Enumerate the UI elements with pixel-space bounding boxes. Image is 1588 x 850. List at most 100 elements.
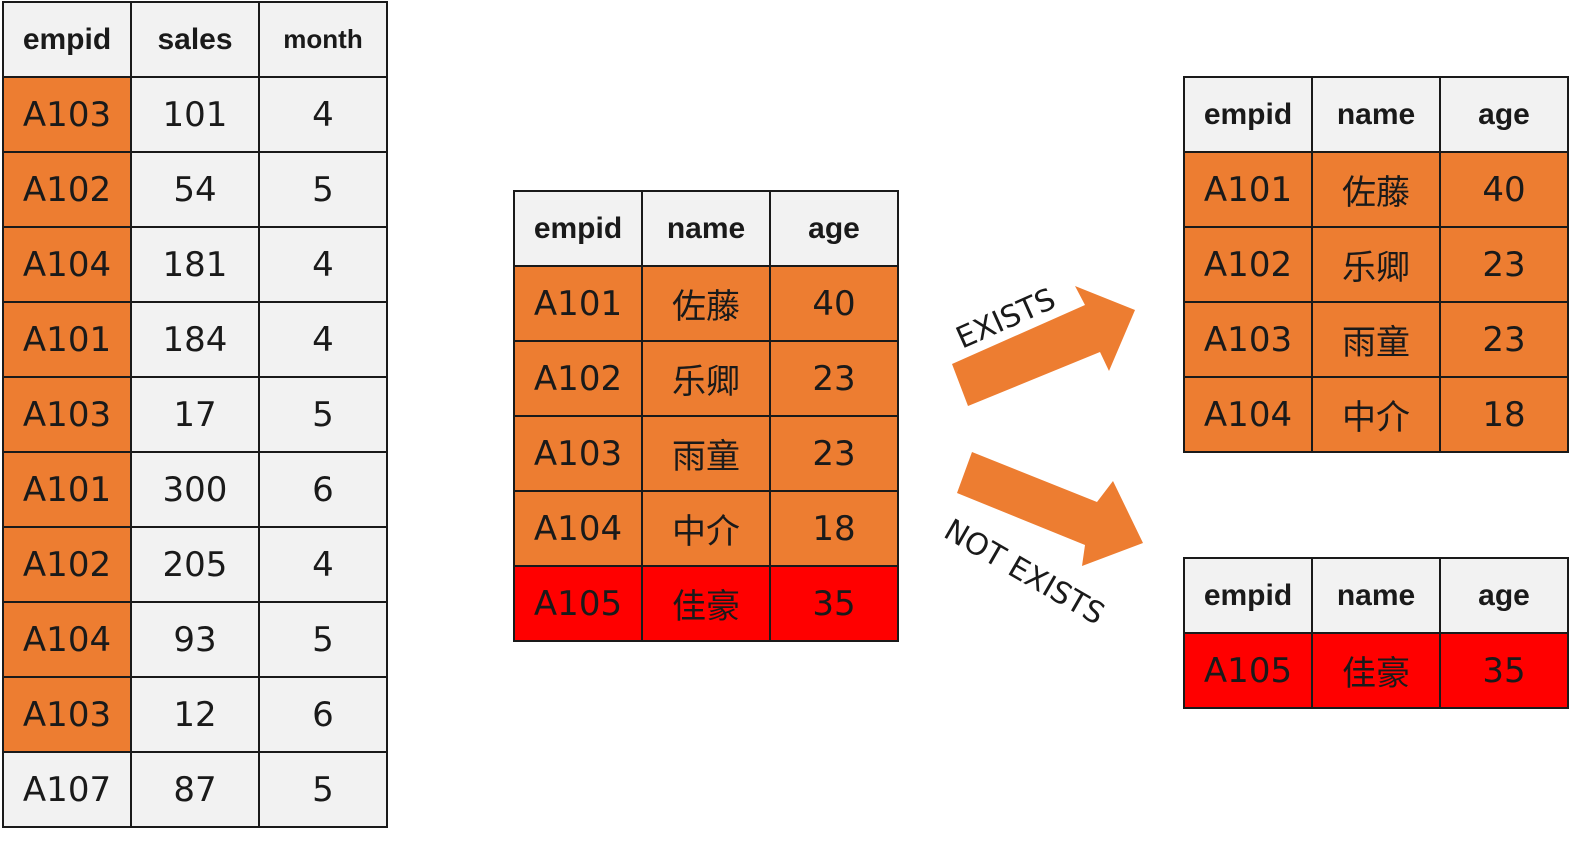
- exists-row: A101 佐藤 40: [1183, 151, 1569, 228]
- employee-cell-age: 23: [769, 415, 899, 492]
- exists-header-row: empid name age: [1183, 76, 1569, 153]
- sales-cell-month: 5: [258, 601, 388, 678]
- employee-cell-name: 佐藤: [641, 265, 771, 342]
- sales-cell-empid: A104: [2, 226, 132, 303]
- sales-row: A101 300 6: [2, 451, 388, 528]
- sales-header-row: empid sales month: [2, 1, 388, 78]
- exists-row: A104 中介 18: [1183, 376, 1569, 453]
- employee-header-row: empid name age: [513, 190, 899, 267]
- sales-row: A104 181 4: [2, 226, 388, 303]
- employee-cell-age: 40: [769, 265, 899, 342]
- employee-cell-empid: A103: [513, 415, 643, 492]
- exists-cell-age: 40: [1439, 151, 1569, 228]
- exists-header-empid: empid: [1183, 76, 1313, 153]
- not-exists-cell-empid: A105: [1183, 632, 1313, 709]
- not-exists-header-name: name: [1311, 557, 1441, 634]
- sales-row: A101 184 4: [2, 301, 388, 378]
- sales-cell-month: 4: [258, 226, 388, 303]
- sales-cell-sales: 54: [130, 151, 260, 228]
- sales-cell-month: 5: [258, 151, 388, 228]
- not-exists-row: A105 佳豪 35: [1183, 632, 1569, 709]
- exists-row: A102 乐卿 23: [1183, 226, 1569, 303]
- exists-cell-empid: A101: [1183, 151, 1313, 228]
- sales-row: A107 87 5: [2, 751, 388, 828]
- sales-cell-empid: A101: [2, 301, 132, 378]
- exists-cell-age: 23: [1439, 301, 1569, 378]
- employee-header-age: age: [769, 190, 899, 267]
- sales-cell-sales: 181: [130, 226, 260, 303]
- not-exists-header-row: empid name age: [1183, 557, 1569, 634]
- employee-cell-age: 35: [769, 565, 899, 642]
- sales-row: A102 54 5: [2, 151, 388, 228]
- not-exists-arrow-shape: [957, 452, 1143, 566]
- sales-cell-empid: A102: [2, 526, 132, 603]
- not-exists-header-empid: empid: [1183, 557, 1313, 634]
- sales-cell-empid: A103: [2, 76, 132, 153]
- exists-cell-age: 18: [1439, 376, 1569, 453]
- sales-header-month: month: [258, 1, 388, 78]
- exists-header-age: age: [1439, 76, 1569, 153]
- not-exists-header-age: age: [1439, 557, 1569, 634]
- sales-cell-sales: 101: [130, 76, 260, 153]
- sales-cell-empid: A102: [2, 151, 132, 228]
- employee-cell-name: 乐卿: [641, 340, 771, 417]
- sales-cell-month: 4: [258, 76, 388, 153]
- sales-cell-empid: A101: [2, 451, 132, 528]
- employee-cell-name: 佳豪: [641, 565, 771, 642]
- sales-header-empid: empid: [2, 1, 132, 78]
- employee-cell-name: 中介: [641, 490, 771, 567]
- sales-cell-month: 6: [258, 451, 388, 528]
- exists-label: EXISTS: [951, 282, 1061, 357]
- sales-cell-sales: 87: [130, 751, 260, 828]
- sales-row: A104 93 5: [2, 601, 388, 678]
- sales-row: A102 205 4: [2, 526, 388, 603]
- employee-table: empid name age A101 佐藤 40 A102 乐卿 23 A10…: [513, 190, 899, 642]
- sales-cell-month: 5: [258, 376, 388, 453]
- not-exists-label: NOT EXISTS: [938, 513, 1110, 633]
- employee-header-empid: empid: [513, 190, 643, 267]
- sales-row: A103 12 6: [2, 676, 388, 753]
- sales-cell-month: 5: [258, 751, 388, 828]
- sales-row: A103 17 5: [2, 376, 388, 453]
- sales-cell-sales: 93: [130, 601, 260, 678]
- not-exists-cell-age: 35: [1439, 632, 1569, 709]
- exists-cell-name: 雨童: [1311, 301, 1441, 378]
- sales-cell-empid: A107: [2, 751, 132, 828]
- exists-arrow-shape: [952, 286, 1135, 406]
- exists-cell-age: 23: [1439, 226, 1569, 303]
- exists-cell-empid: A103: [1183, 301, 1313, 378]
- employee-row: A103 雨童 23: [513, 415, 899, 492]
- not-exists-cell-name: 佳豪: [1311, 632, 1441, 709]
- exists-cell-empid: A102: [1183, 226, 1313, 303]
- employee-row: A101 佐藤 40: [513, 265, 899, 342]
- exists-result-table: empid name age A101 佐藤 40 A102 乐卿 23 A10…: [1183, 76, 1569, 453]
- sales-cell-sales: 205: [130, 526, 260, 603]
- sales-table: empid sales month A103 101 4 A102 54 5 A…: [2, 1, 388, 828]
- sales-row: A103 101 4: [2, 76, 388, 153]
- exists-cell-name: 中介: [1311, 376, 1441, 453]
- exists-header-name: name: [1311, 76, 1441, 153]
- sales-header-sales: sales: [130, 1, 260, 78]
- sales-cell-sales: 17: [130, 376, 260, 453]
- exists-row: A103 雨童 23: [1183, 301, 1569, 378]
- employee-cell-empid: A102: [513, 340, 643, 417]
- sales-cell-month: 4: [258, 301, 388, 378]
- employee-cell-empid: A104: [513, 490, 643, 567]
- employee-cell-name: 雨童: [641, 415, 771, 492]
- employee-cell-empid: A105: [513, 565, 643, 642]
- exists-cell-empid: A104: [1183, 376, 1313, 453]
- sales-cell-month: 6: [258, 676, 388, 753]
- sales-cell-sales: 300: [130, 451, 260, 528]
- employee-cell-empid: A101: [513, 265, 643, 342]
- exists-cell-name: 佐藤: [1311, 151, 1441, 228]
- sales-cell-empid: A103: [2, 376, 132, 453]
- sales-cell-sales: 12: [130, 676, 260, 753]
- employee-row: A102 乐卿 23: [513, 340, 899, 417]
- not-exists-result-table: empid name age A105 佳豪 35: [1183, 557, 1569, 709]
- employee-cell-age: 18: [769, 490, 899, 567]
- employee-header-name: name: [641, 190, 771, 267]
- employee-cell-age: 23: [769, 340, 899, 417]
- employee-row: A105 佳豪 35: [513, 565, 899, 642]
- sales-cell-month: 4: [258, 526, 388, 603]
- exists-cell-name: 乐卿: [1311, 226, 1441, 303]
